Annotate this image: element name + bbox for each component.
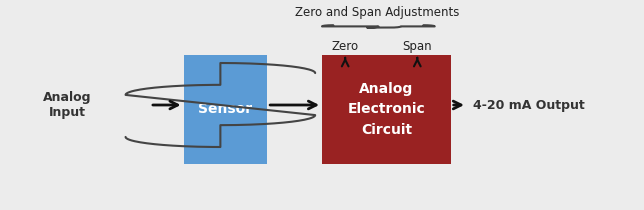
Text: Analog
Electronic
Circuit: Analog Electronic Circuit	[348, 82, 425, 137]
Text: 4-20 mA Output: 4-20 mA Output	[473, 98, 585, 112]
Text: Analog
Input: Analog Input	[43, 91, 92, 119]
Text: Span: Span	[402, 40, 432, 53]
Text: Zero: Zero	[332, 40, 359, 53]
Text: Zero and Span Adjustments: Zero and Span Adjustments	[294, 6, 459, 19]
Text: Sensor: Sensor	[198, 102, 252, 116]
FancyBboxPatch shape	[184, 55, 267, 164]
FancyBboxPatch shape	[322, 55, 451, 164]
